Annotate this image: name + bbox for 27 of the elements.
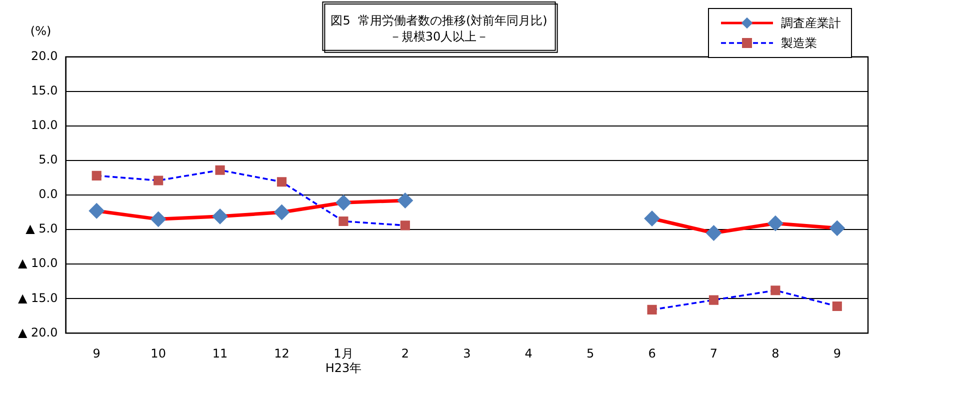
y-tick-label: 20.0 — [31, 48, 58, 63]
y-tick-label: 10.0 — [31, 118, 58, 132]
y-axis-title: (%) — [30, 24, 52, 38]
y-tick-label: 0.0 — [38, 187, 58, 202]
x-tick-label: 8 — [772, 346, 780, 361]
legend-label: 調査産業計 — [781, 14, 841, 32]
chart-title: 図5 常用労働者数の推移(対前年同月比) — [330, 13, 548, 28]
x-tick-label: 11 — [212, 346, 228, 361]
y-tick-label: ▲ 20.0 — [18, 325, 58, 340]
legend-label: 製造業 — [781, 34, 817, 52]
x-tick-label: 5 — [586, 346, 594, 361]
x-tick-label: 9 — [833, 346, 841, 361]
x-tick-label: 10 — [150, 346, 166, 361]
y-tick-label: 5.0 — [38, 152, 58, 167]
x-tick-label: 6 — [648, 346, 656, 361]
x-tick-label: 9 — [92, 346, 100, 361]
y-tick-label: ▲ 15.0 — [18, 290, 58, 305]
y-tick-label: 15.0 — [31, 83, 58, 98]
x-tick-label: 12 — [274, 346, 290, 361]
x-tick-label: 3 — [463, 346, 471, 361]
chart-subtitle: －規模30人以上－ — [389, 30, 489, 44]
x-tick-label: 1月 H23年 — [325, 346, 362, 375]
x-tick-label: 2 — [401, 346, 409, 361]
x-tick-label: 4 — [524, 346, 532, 361]
y-tick-label: ▲ 5.0 — [26, 222, 58, 236]
x-tick-label: 7 — [710, 346, 718, 361]
y-tick-label: ▲ 10.0 — [18, 256, 58, 270]
